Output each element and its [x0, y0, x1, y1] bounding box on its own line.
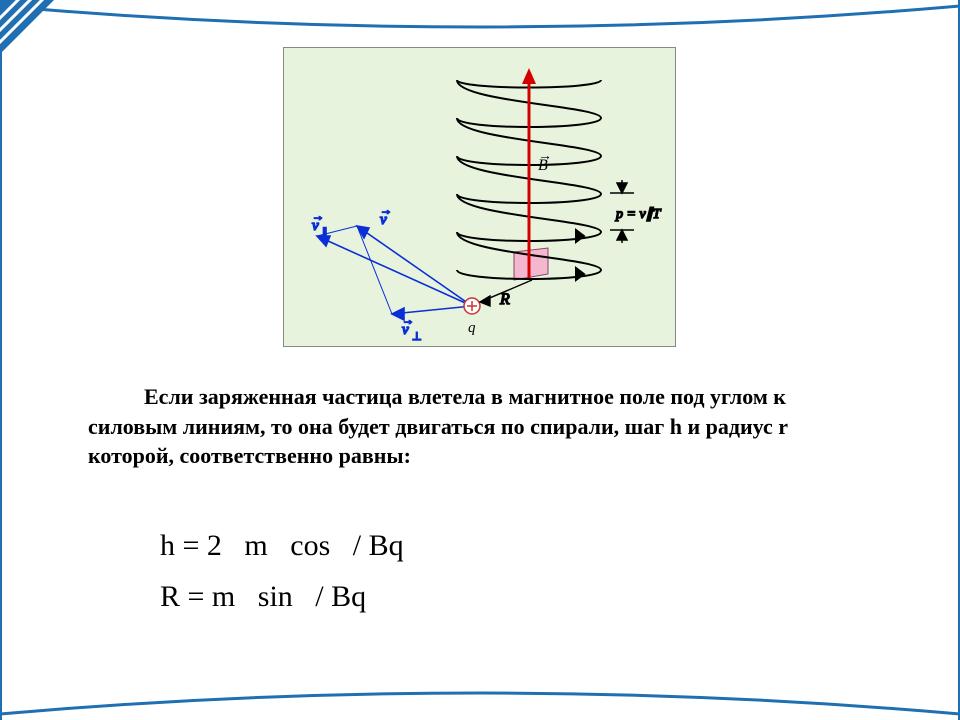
radius-label: R: [499, 291, 510, 308]
formula-h: h = 2 m cos / Bq: [160, 520, 860, 571]
svg-text:⊥: ⊥: [412, 331, 422, 343]
formulas-block: h = 2 m cos / Bq R = m sin / Bq: [160, 520, 860, 622]
body-paragraph: Если заряженная частица влетела в магнит…: [88, 382, 878, 471]
body-text-content: Если заряженная частица влетела в магнит…: [88, 384, 788, 468]
pitch-marker: p = v∥T: [610, 180, 662, 243]
svg-text:∥: ∥: [322, 227, 328, 239]
corner-badge-icon: [0, 0, 82, 82]
svg-text:→: →: [538, 149, 552, 164]
svg-text:→: →: [402, 313, 414, 327]
formula-r: R = m sin / Bq: [160, 571, 860, 622]
svg-text:→: →: [312, 209, 324, 223]
svg-text:→: →: [380, 203, 392, 217]
charge-icon: q: [464, 298, 480, 336]
b-vector-arrow-icon: B →: [522, 68, 552, 278]
figure-helical-motion: B → p = v∥T v →: [283, 47, 676, 347]
velocity-vectors: v → v → ∥ v → ⊥: [312, 203, 472, 343]
pitch-label: p = v∥T: [615, 207, 662, 222]
radius-arrow-icon: R: [480, 280, 532, 308]
charge-label: q: [468, 320, 476, 336]
slide: B → p = v∥T v →: [0, 0, 960, 720]
figure-svg: B → p = v∥T v →: [284, 48, 675, 346]
